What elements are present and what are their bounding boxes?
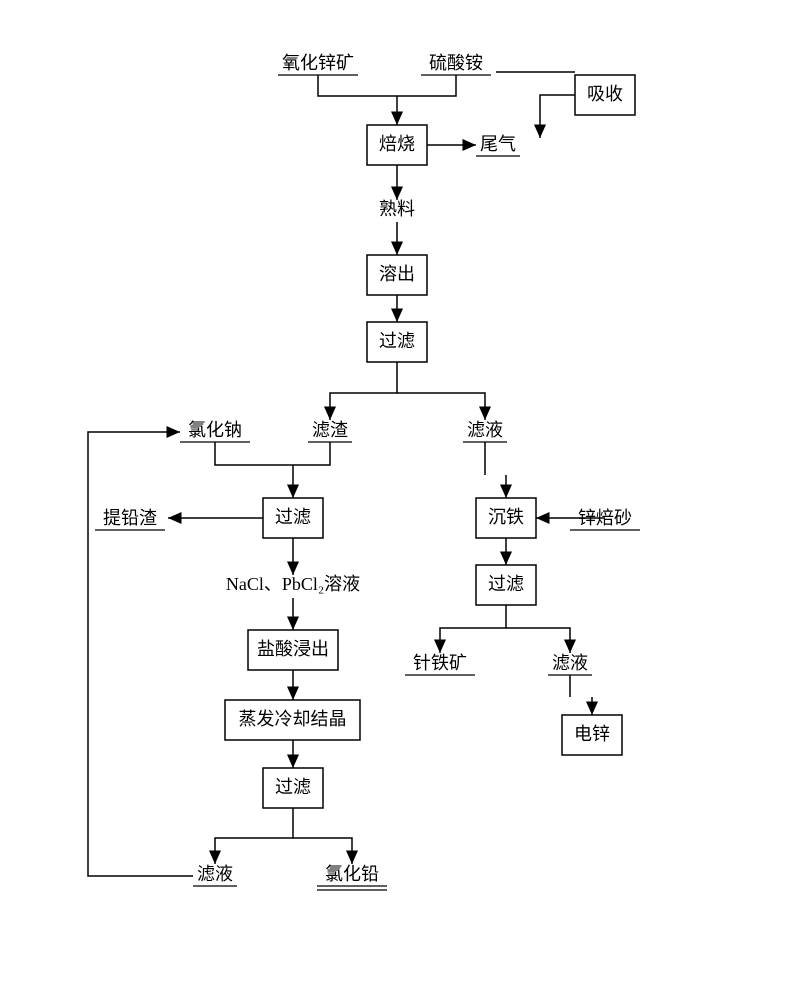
node-roast: 焙烧 (367, 125, 427, 165)
label-filtrate4: 滤液 (197, 864, 233, 884)
label-tailGas: 尾气 (480, 134, 516, 154)
node-ammoniumSulfate: 硫酸铵 (421, 53, 491, 75)
edge (318, 75, 456, 96)
node-evapCrystal: 蒸发冷却结晶 (225, 700, 360, 740)
node-filter4: 过滤 (263, 768, 323, 808)
label-filter2: 过滤 (275, 507, 311, 527)
node-absorb: 吸收 (575, 75, 635, 115)
label-zincCalcine: 锌焙砂 (578, 508, 632, 528)
node-naclpbcl: NaCl、PbCl₂溶液 (226, 574, 360, 594)
label-naclpbcl: NaCl、PbCl₂溶液 (226, 574, 360, 594)
label-ammoniumSulfate: 硫酸铵 (429, 53, 483, 73)
node-filtrate3: 滤液 (548, 653, 592, 675)
node-filter3: 过滤 (476, 565, 536, 605)
node-nacl: 氯化钠 (180, 420, 250, 442)
label-filter3: 过滤 (488, 574, 524, 594)
edge (506, 628, 570, 653)
label-residue1: 滤渣 (312, 420, 348, 440)
node-filter2: 过滤 (263, 498, 323, 538)
node-precipitateFe: 沉铁 (476, 498, 536, 538)
label-electroZinc: 电锌 (574, 724, 610, 744)
label-nacl: 氯化钠 (188, 420, 242, 440)
label-clinker: 熟料 (379, 199, 415, 219)
label-filtrate3: 滤液 (552, 653, 588, 673)
label-dissolve: 溶出 (379, 264, 415, 284)
edge (330, 362, 397, 420)
node-zincCalcine: 锌焙砂 (570, 508, 640, 530)
node-filtrate1: 滤液 (463, 420, 507, 442)
label-roast: 焙烧 (379, 134, 415, 154)
edge (397, 393, 485, 420)
node-tailGas: 尾气 (476, 134, 520, 156)
edge (293, 838, 352, 864)
node-filter1: 过滤 (367, 322, 427, 362)
edge (88, 432, 193, 876)
label-filter1: 过滤 (379, 331, 415, 351)
node-dissolve: 溶出 (367, 255, 427, 295)
node-filtrate4: 滤液 (193, 864, 237, 886)
node-pbcl2: 氯化铅 (317, 864, 387, 890)
node-hclLeach: 盐酸浸出 (248, 630, 338, 670)
label-goethite: 针铁矿 (413, 653, 467, 673)
label-zincOxideOre: 氧化锌矿 (282, 53, 354, 73)
label-leadResidue: 提铅渣 (103, 508, 157, 528)
label-filter4: 过滤 (275, 777, 311, 797)
label-evapCrystal: 蒸发冷却结晶 (239, 709, 347, 729)
edge (440, 605, 506, 653)
edge (215, 808, 293, 864)
label-absorb: 吸收 (587, 84, 623, 104)
label-filtrate1: 滤液 (467, 420, 503, 440)
node-residue1: 滤渣 (308, 420, 352, 442)
label-pbcl2: 氯化铅 (325, 864, 379, 884)
node-electroZinc: 电锌 (562, 715, 622, 755)
node-leadResidue: 提铅渣 (95, 508, 165, 530)
edge (215, 442, 330, 465)
label-hclLeach: 盐酸浸出 (257, 639, 329, 659)
edge (540, 95, 575, 138)
node-clinker: 熟料 (379, 199, 415, 219)
label-precipitateFe: 沉铁 (488, 507, 524, 527)
node-zincOxideOre: 氧化锌矿 (278, 53, 358, 75)
node-goethite: 针铁矿 (405, 653, 475, 675)
